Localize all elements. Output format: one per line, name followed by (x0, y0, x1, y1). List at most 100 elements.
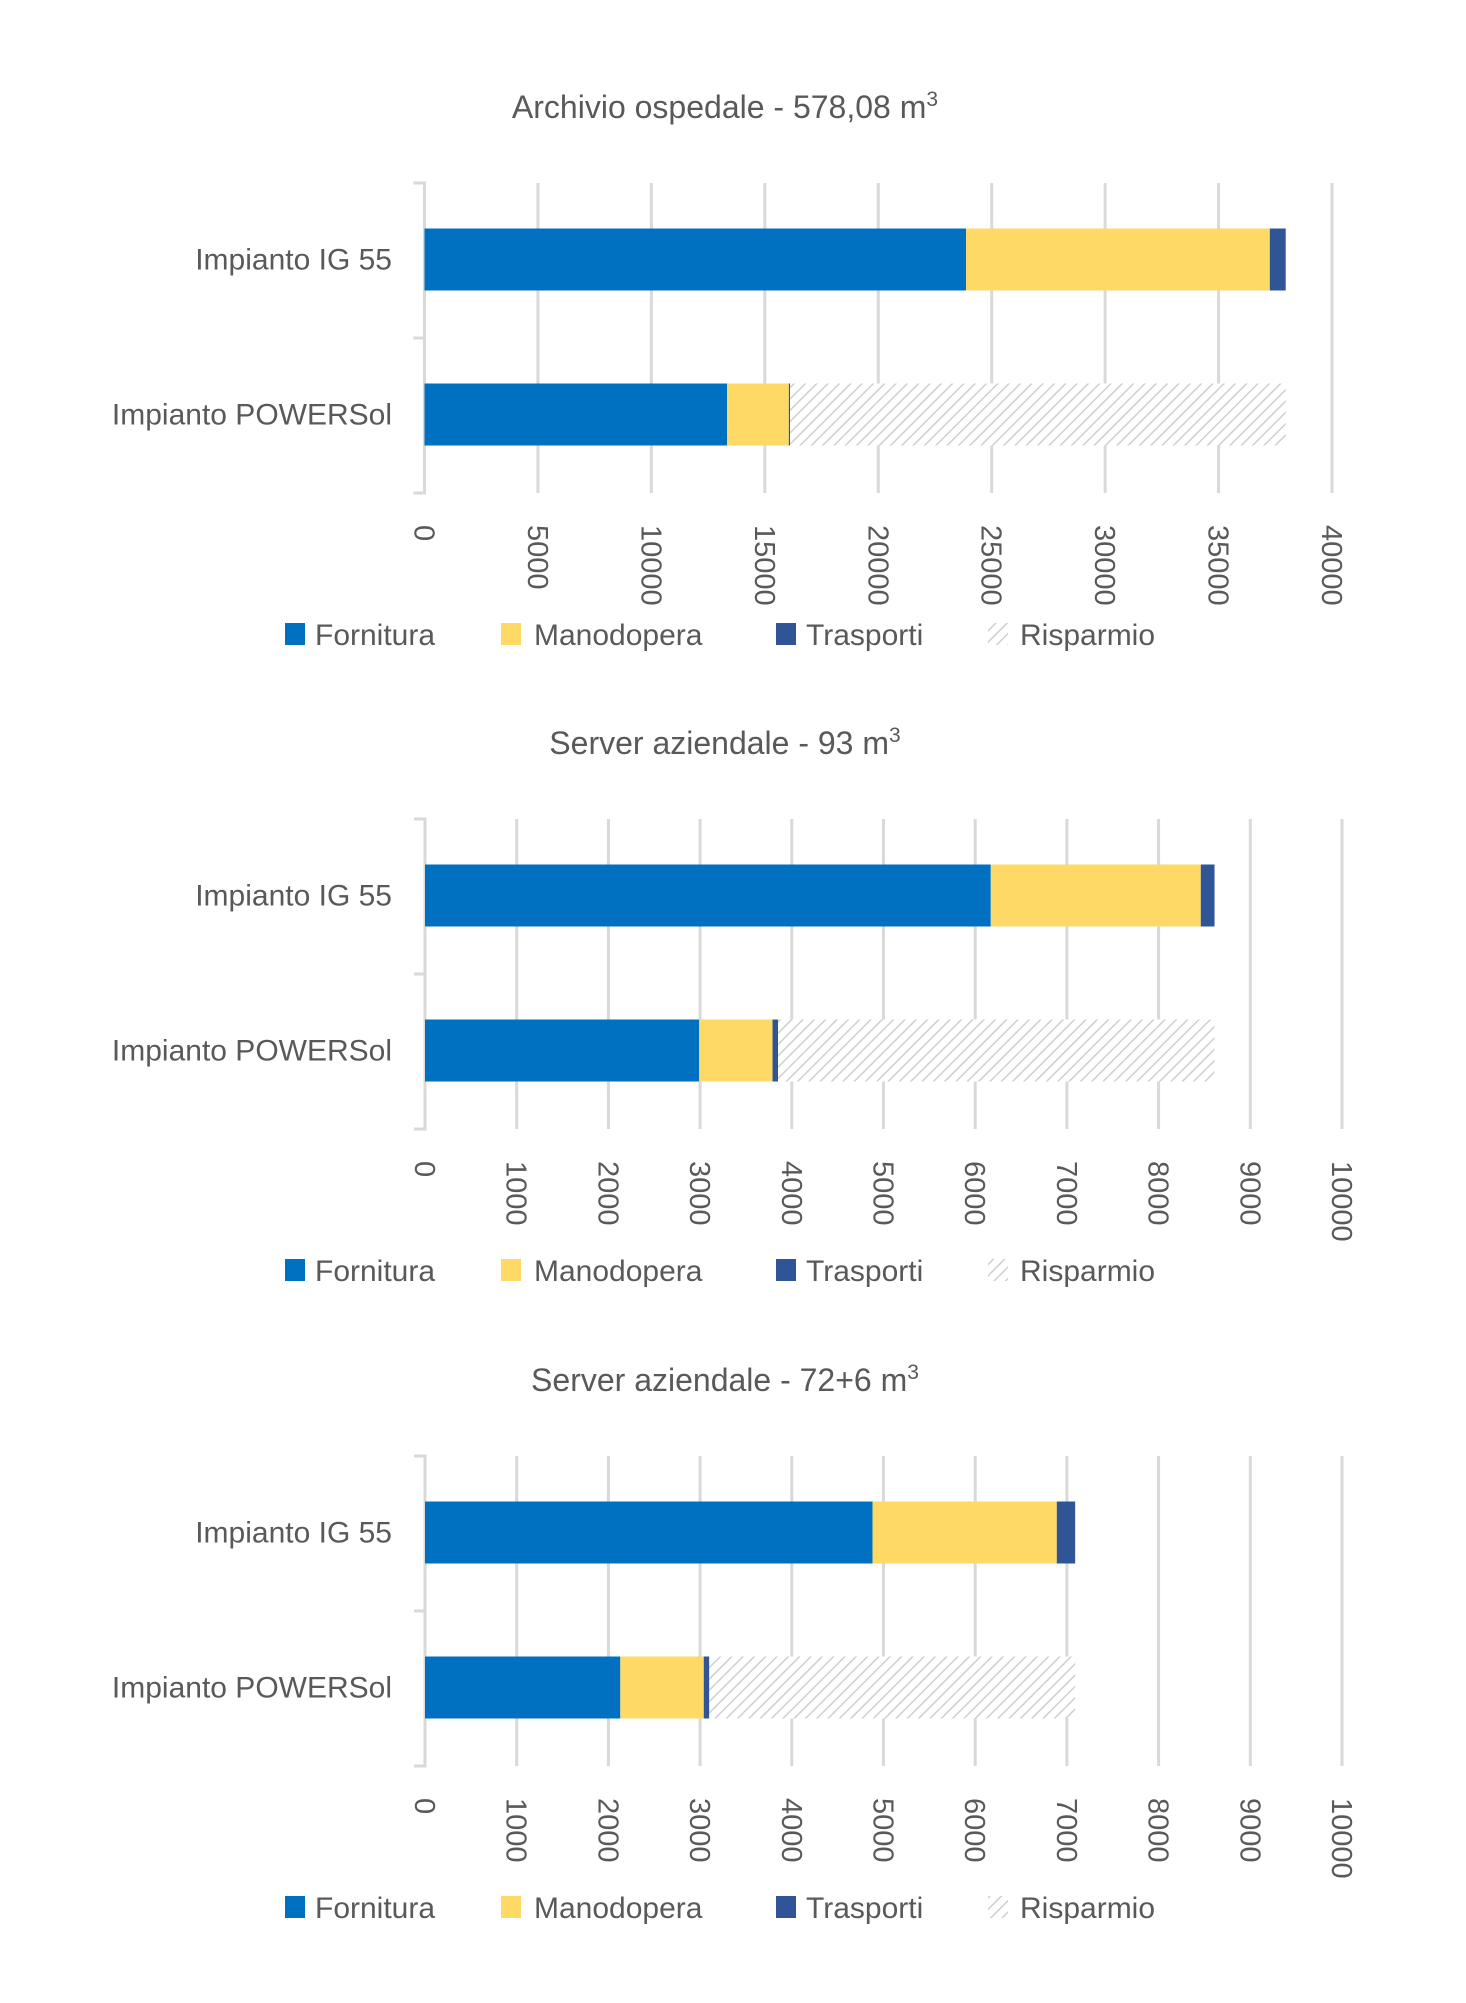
bar-manodopera-powersol (699, 1019, 773, 1082)
legend-label-trasporti: Trasporti (806, 1255, 923, 1288)
category-label: Impianto POWERSol (112, 1035, 392, 1068)
legend-label-risparmio: Risparmio (1020, 1892, 1155, 1925)
chart-title: Archivio ospedale - 578,08 m3 (512, 88, 938, 125)
x-tick-label: 5000 (867, 1798, 899, 1863)
x-tick-label: 15000 (748, 525, 780, 606)
legend-swatch-fornitura (285, 1259, 305, 1281)
category-axis (414, 1454, 427, 1768)
x-tick-label: 10000 (1325, 1798, 1357, 1879)
legend: Fornitura Manodopera Trasporti Risparmio (285, 1892, 1155, 1925)
x-tick-label: 20000 (861, 525, 893, 606)
category-label: Impianto IG 55 (195, 244, 392, 277)
x-tick-label: 0 (408, 1798, 440, 1814)
x-tick-label: 0 (408, 1161, 440, 1177)
x-tick-label: 9000 (1233, 1161, 1265, 1226)
bar-fornitura-powersol (425, 1656, 621, 1719)
x-tick-label: 25000 (975, 525, 1007, 606)
bar-trasporti-ig55 (1200, 864, 1215, 927)
category-label: Impianto POWERSol (112, 399, 392, 432)
legend: Fornitura Manodopera Trasporti Risparmio (285, 1255, 1155, 1288)
legend-label-risparmio: Risparmio (1020, 619, 1155, 652)
x-tick-label: 5000 (521, 525, 553, 590)
chart-3: Server aziendale - 72+6 m3 Impianto IG 55… (112, 1361, 1357, 1925)
category-label: Impianto IG 55 (195, 880, 392, 913)
x-tick-label: 0 (408, 525, 440, 541)
chart-title-superscript: 3 (907, 1361, 919, 1384)
x-tick-label: 3000 (683, 1161, 715, 1226)
chart-2: Server aziendale - 93 m3 Impianto IG 55 Im… (112, 724, 1357, 1288)
bar-trasporti-ig55 (1269, 228, 1286, 291)
x-tick-label: 2000 (591, 1161, 623, 1226)
legend: Fornitura Manodopera Trasporti Risparmio (285, 619, 1155, 652)
x-tick-label: 1000 (500, 1798, 532, 1863)
chart-title-text: Server aziendale - 93 m (549, 725, 889, 761)
chart-title-superscript: 3 (926, 88, 938, 111)
x-tick-label: 8000 (1142, 1798, 1174, 1863)
bar-manodopera-ig55 (872, 1501, 1057, 1564)
legend-swatch-risparmio (988, 1259, 1008, 1281)
x-tick-label: 7000 (1050, 1798, 1082, 1863)
bar-manodopera-ig55 (966, 228, 1270, 291)
x-tick-label: 10000 (1325, 1161, 1357, 1242)
chart-title-text: Archivio ospedale - 578,08 m (512, 89, 926, 125)
legend-label-fornitura: Fornitura (315, 1892, 435, 1925)
bar-manodopera-powersol (620, 1656, 704, 1719)
bar-risparmio-powersol (709, 1656, 1076, 1719)
bar-fornitura-ig55 (424, 228, 967, 291)
bar-trasporti-powersol (788, 383, 791, 446)
legend-label-manodopera: Manodopera (534, 1255, 703, 1288)
category-label: Impianto POWERSol (112, 1672, 392, 1705)
x-tick-label: 6000 (958, 1798, 990, 1863)
bar-manodopera-ig55 (990, 864, 1201, 927)
x-tick-label: 2000 (591, 1798, 623, 1863)
legend-swatch-manodopera (501, 1896, 521, 1918)
legend-swatch-manodopera (501, 1259, 521, 1281)
x-tick-label: 3000 (683, 1798, 715, 1863)
x-tick-label: 5000 (867, 1161, 899, 1226)
x-tick-label: 30000 (1088, 525, 1120, 606)
x-tick-label: 8000 (1142, 1161, 1174, 1226)
legend-swatch-trasporti (776, 1896, 796, 1918)
x-tick-label: 10000 (634, 525, 666, 606)
legend-label-risparmio: Risparmio (1020, 1255, 1155, 1288)
x-tick-label: 40000 (1315, 525, 1347, 606)
legend-label-trasporti: Trasporti (806, 1892, 923, 1925)
legend-label-fornitura: Fornitura (315, 619, 435, 652)
bar-fornitura-ig55 (425, 864, 991, 927)
legend-label-manodopera: Manodopera (534, 619, 703, 652)
legend-swatch-trasporti (776, 623, 796, 645)
chart-title: Server aziendale - 93 m3 (549, 724, 900, 761)
category-axis (414, 817, 427, 1131)
legend-swatch-fornitura (285, 623, 305, 645)
legend-swatch-manodopera (501, 623, 521, 645)
x-tick-label: 4000 (775, 1798, 807, 1863)
x-tick-label: 4000 (775, 1161, 807, 1226)
chart-title-text: Server aziendale - 72+6 m (531, 1362, 907, 1398)
legend-swatch-risparmio (988, 623, 1008, 645)
bar-fornitura-powersol (424, 383, 728, 446)
legend-label-manodopera: Manodopera (534, 1892, 703, 1925)
legend-swatch-fornitura (285, 1896, 305, 1918)
bar-risparmio-powersol (778, 1019, 1215, 1082)
category-axis (413, 181, 426, 495)
legend-label-trasporti: Trasporti (806, 619, 923, 652)
x-tick-label: 7000 (1050, 1161, 1082, 1226)
bar-risparmio-powersol (789, 383, 1286, 446)
legend-swatch-trasporti (776, 1259, 796, 1281)
bar-fornitura-ig55 (425, 1501, 873, 1564)
legend-swatch-risparmio (988, 1896, 1008, 1918)
legend-label-fornitura: Fornitura (315, 1255, 435, 1288)
x-tick-label: 1000 (500, 1161, 532, 1226)
bar-trasporti-powersol (772, 1019, 779, 1082)
chart-title: Server aziendale - 72+6 m3 (531, 1361, 919, 1398)
chart-title-superscript: 3 (889, 724, 901, 747)
category-label: Impianto IG 55 (195, 1517, 392, 1550)
x-tick-label: 35000 (1202, 525, 1234, 606)
bar-fornitura-powersol (425, 1019, 700, 1082)
chart-1: Archivio ospedale - 578,08 m3 Impianto IG… (112, 88, 1347, 652)
bar-manodopera-powersol (727, 383, 789, 446)
x-tick-label: 9000 (1233, 1798, 1265, 1863)
bar-trasporti-ig55 (1056, 1501, 1076, 1564)
